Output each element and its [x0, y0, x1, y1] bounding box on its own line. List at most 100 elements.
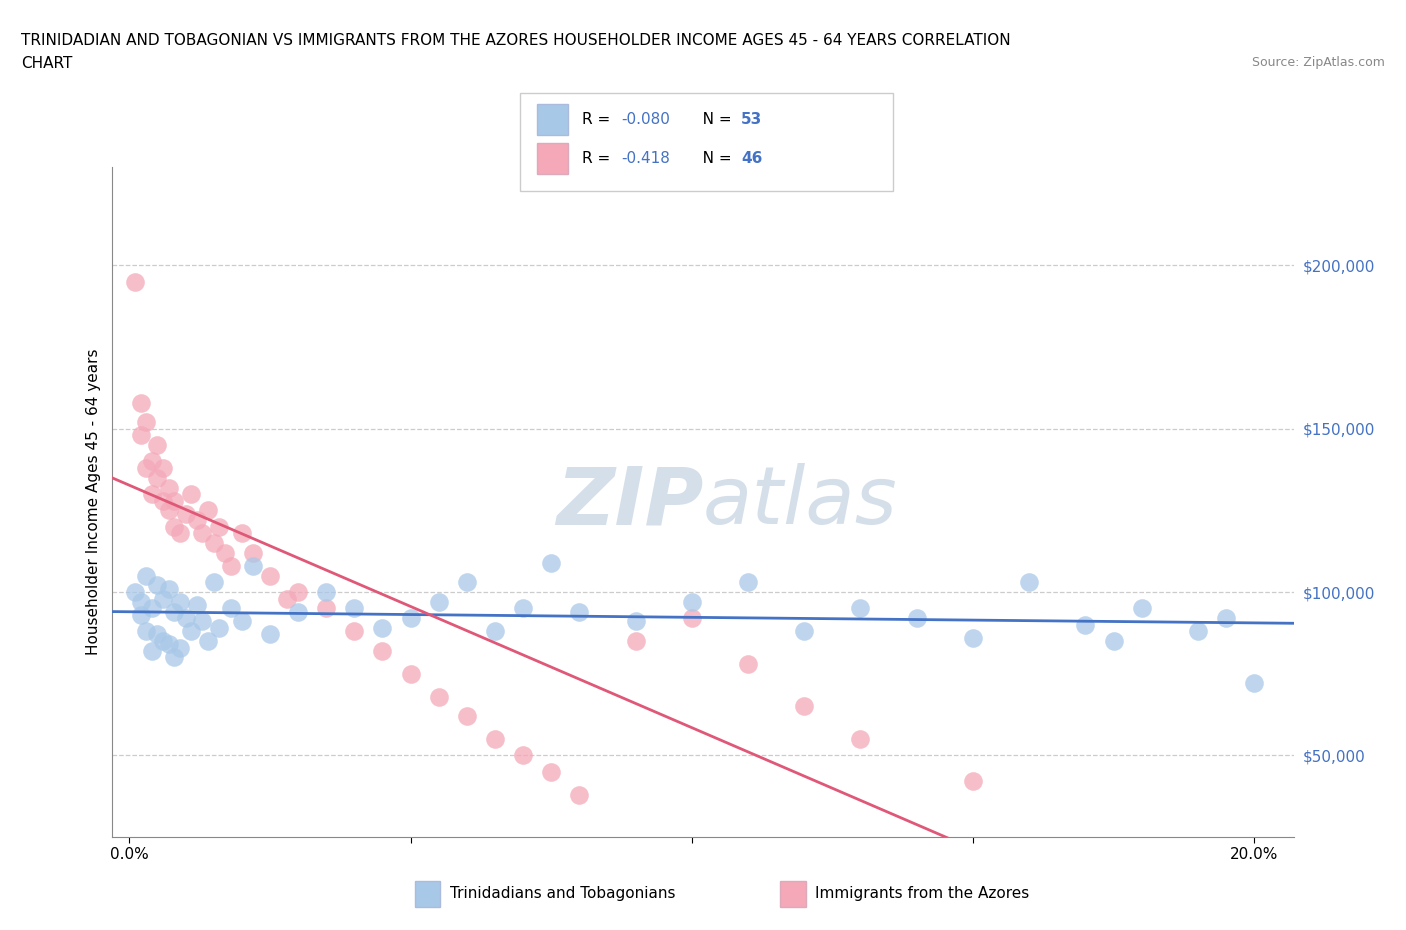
Point: [169, 525, 191, 540]
Point: [737, 575, 759, 590]
Point: [129, 607, 152, 622]
Point: [146, 578, 169, 593]
Text: Immigrants from the Azores: Immigrants from the Azores: [815, 886, 1029, 901]
Point: [1187, 624, 1209, 639]
Point: [242, 545, 264, 560]
Text: N =: N =: [688, 112, 735, 127]
Point: [197, 633, 219, 648]
Point: [276, 591, 298, 606]
Text: -0.418: -0.418: [621, 151, 671, 166]
Point: [624, 614, 647, 629]
Point: [1243, 676, 1265, 691]
Point: [163, 519, 186, 534]
Point: [456, 709, 478, 724]
Point: [202, 575, 225, 590]
Point: [129, 428, 152, 443]
Point: [512, 748, 534, 763]
Point: [174, 611, 197, 626]
Point: [540, 555, 562, 570]
Point: [343, 601, 366, 616]
Point: [849, 732, 872, 747]
Point: [568, 604, 591, 619]
Point: [157, 503, 180, 518]
Point: [129, 395, 152, 410]
Point: [962, 774, 984, 789]
Point: [737, 657, 759, 671]
Point: [157, 637, 180, 652]
Point: [152, 493, 174, 508]
Point: [208, 620, 231, 635]
Point: [681, 611, 703, 626]
Point: [259, 568, 281, 583]
Point: [484, 732, 506, 747]
Point: [315, 585, 337, 600]
Text: R =: R =: [582, 112, 616, 127]
Text: Source: ZipAtlas.com: Source: ZipAtlas.com: [1251, 56, 1385, 69]
Point: [180, 624, 202, 639]
Text: 53: 53: [741, 112, 762, 127]
Point: [399, 666, 422, 681]
Point: [1018, 575, 1040, 590]
Point: [141, 644, 163, 658]
Point: [624, 633, 647, 648]
Point: [135, 415, 157, 430]
Point: [219, 601, 242, 616]
Point: [219, 558, 242, 573]
Point: [157, 581, 180, 596]
Point: [512, 601, 534, 616]
Text: CHART: CHART: [21, 56, 73, 71]
Text: R =: R =: [582, 151, 620, 166]
Point: [315, 601, 337, 616]
Point: [484, 624, 506, 639]
Point: [141, 601, 163, 616]
Point: [197, 503, 219, 518]
Point: [152, 460, 174, 475]
Point: [427, 689, 450, 704]
Point: [849, 601, 872, 616]
Point: [427, 594, 450, 609]
Point: [231, 525, 253, 540]
Point: [129, 594, 152, 609]
Point: [371, 620, 394, 635]
Point: [259, 627, 281, 642]
Text: Trinidadians and Tobagonians: Trinidadians and Tobagonians: [450, 886, 675, 901]
Point: [231, 614, 253, 629]
Point: [962, 631, 984, 645]
Point: [141, 486, 163, 501]
Text: TRINIDADIAN AND TOBAGONIAN VS IMMIGRANTS FROM THE AZORES HOUSEHOLDER INCOME AGES: TRINIDADIAN AND TOBAGONIAN VS IMMIGRANTS…: [21, 33, 1011, 47]
Text: 46: 46: [741, 151, 762, 166]
Point: [1074, 618, 1097, 632]
Point: [124, 585, 146, 600]
Text: atlas: atlas: [703, 463, 898, 541]
Text: -0.080: -0.080: [621, 112, 671, 127]
Point: [174, 506, 197, 521]
Point: [287, 604, 309, 619]
Point: [191, 525, 214, 540]
Point: [905, 611, 928, 626]
Point: [793, 699, 815, 714]
Point: [135, 624, 157, 639]
Point: [208, 519, 231, 534]
Point: [242, 558, 264, 573]
Point: [146, 471, 169, 485]
Point: [169, 640, 191, 655]
Point: [180, 486, 202, 501]
Point: [681, 594, 703, 609]
Point: [202, 536, 225, 551]
Point: [214, 545, 236, 560]
Point: [152, 633, 174, 648]
Text: N =: N =: [688, 151, 735, 166]
Point: [135, 460, 157, 475]
Point: [152, 591, 174, 606]
Point: [157, 480, 180, 495]
Point: [1215, 611, 1237, 626]
Point: [793, 624, 815, 639]
Point: [1102, 633, 1125, 648]
Point: [343, 624, 366, 639]
Point: [163, 604, 186, 619]
Point: [141, 454, 163, 469]
Point: [124, 274, 146, 289]
Point: [186, 598, 208, 613]
Point: [146, 627, 169, 642]
Y-axis label: Householder Income Ages 45 - 64 years: Householder Income Ages 45 - 64 years: [86, 349, 101, 656]
